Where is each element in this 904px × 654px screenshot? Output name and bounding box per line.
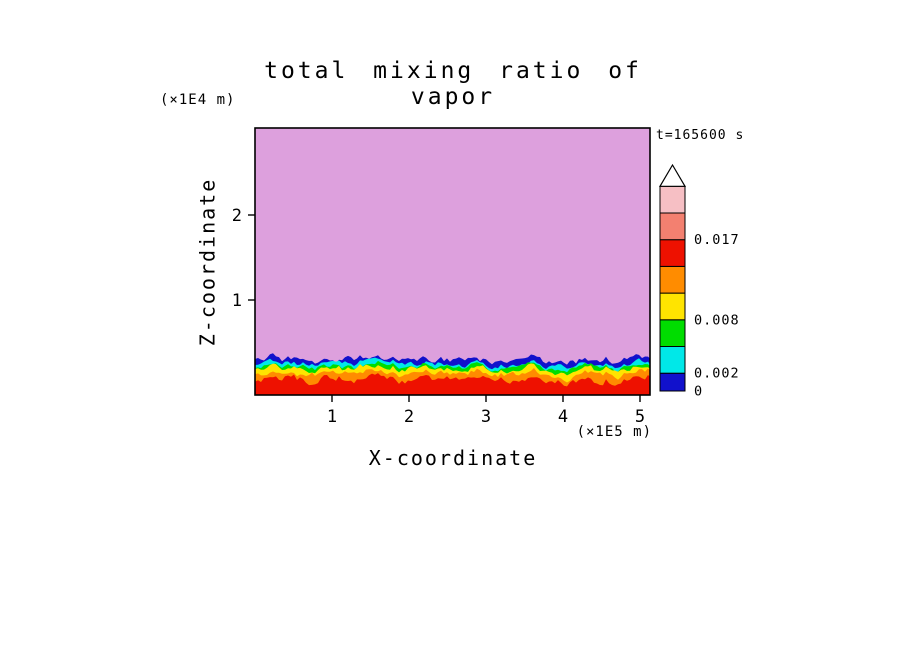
time-annotation: t=165600 s: [656, 128, 745, 143]
y-axis-unit-label: (×1E4 m): [160, 92, 236, 108]
y-tick-label: 2: [232, 206, 242, 226]
colorbar: 0.017 0.008 0.002 0: [658, 163, 740, 400]
colorbar-label: 0: [694, 384, 703, 400]
x-tick-label: 5: [635, 407, 645, 427]
x-tick-label: 2: [404, 407, 414, 427]
colorbar-segment-orange: [659, 265, 686, 294]
x-tick-label: 4: [558, 407, 568, 427]
x-tick-label: 3: [481, 407, 491, 427]
x-axis-title: X-coordinate: [368, 446, 538, 470]
colorbar-segment-blue: [659, 372, 686, 392]
colorbar-over-arrow: [658, 163, 687, 187]
plot-frame: [254, 127, 651, 396]
colorbar-label: 0.002: [694, 366, 740, 382]
colorbar-segment-salmon: [659, 212, 686, 241]
colorbar-segment-yellow: [659, 292, 686, 321]
colorbar-label: 0.008: [694, 312, 740, 328]
colorbar-segment-pink: [659, 185, 686, 214]
colorbar-label: 0.017: [694, 232, 740, 248]
x-tick-label: 1: [327, 407, 337, 427]
contour-plot: 1 2 3 4 5 1 2: [232, 127, 651, 427]
field-layer-red: [255, 373, 650, 395]
y-tick-label: 1: [232, 291, 242, 311]
y-axis-title: Z-coordinate: [195, 177, 220, 347]
field-background-region: [255, 128, 650, 395]
x-axis-unit-label: (×1E5 m): [576, 424, 652, 440]
colorbar-segment-cyan: [659, 346, 686, 374]
colorbar-segment-green: [659, 319, 686, 348]
colorbar-segment-red: [659, 239, 686, 267]
chart-title: total mixing ratio of vapor: [264, 58, 642, 110]
